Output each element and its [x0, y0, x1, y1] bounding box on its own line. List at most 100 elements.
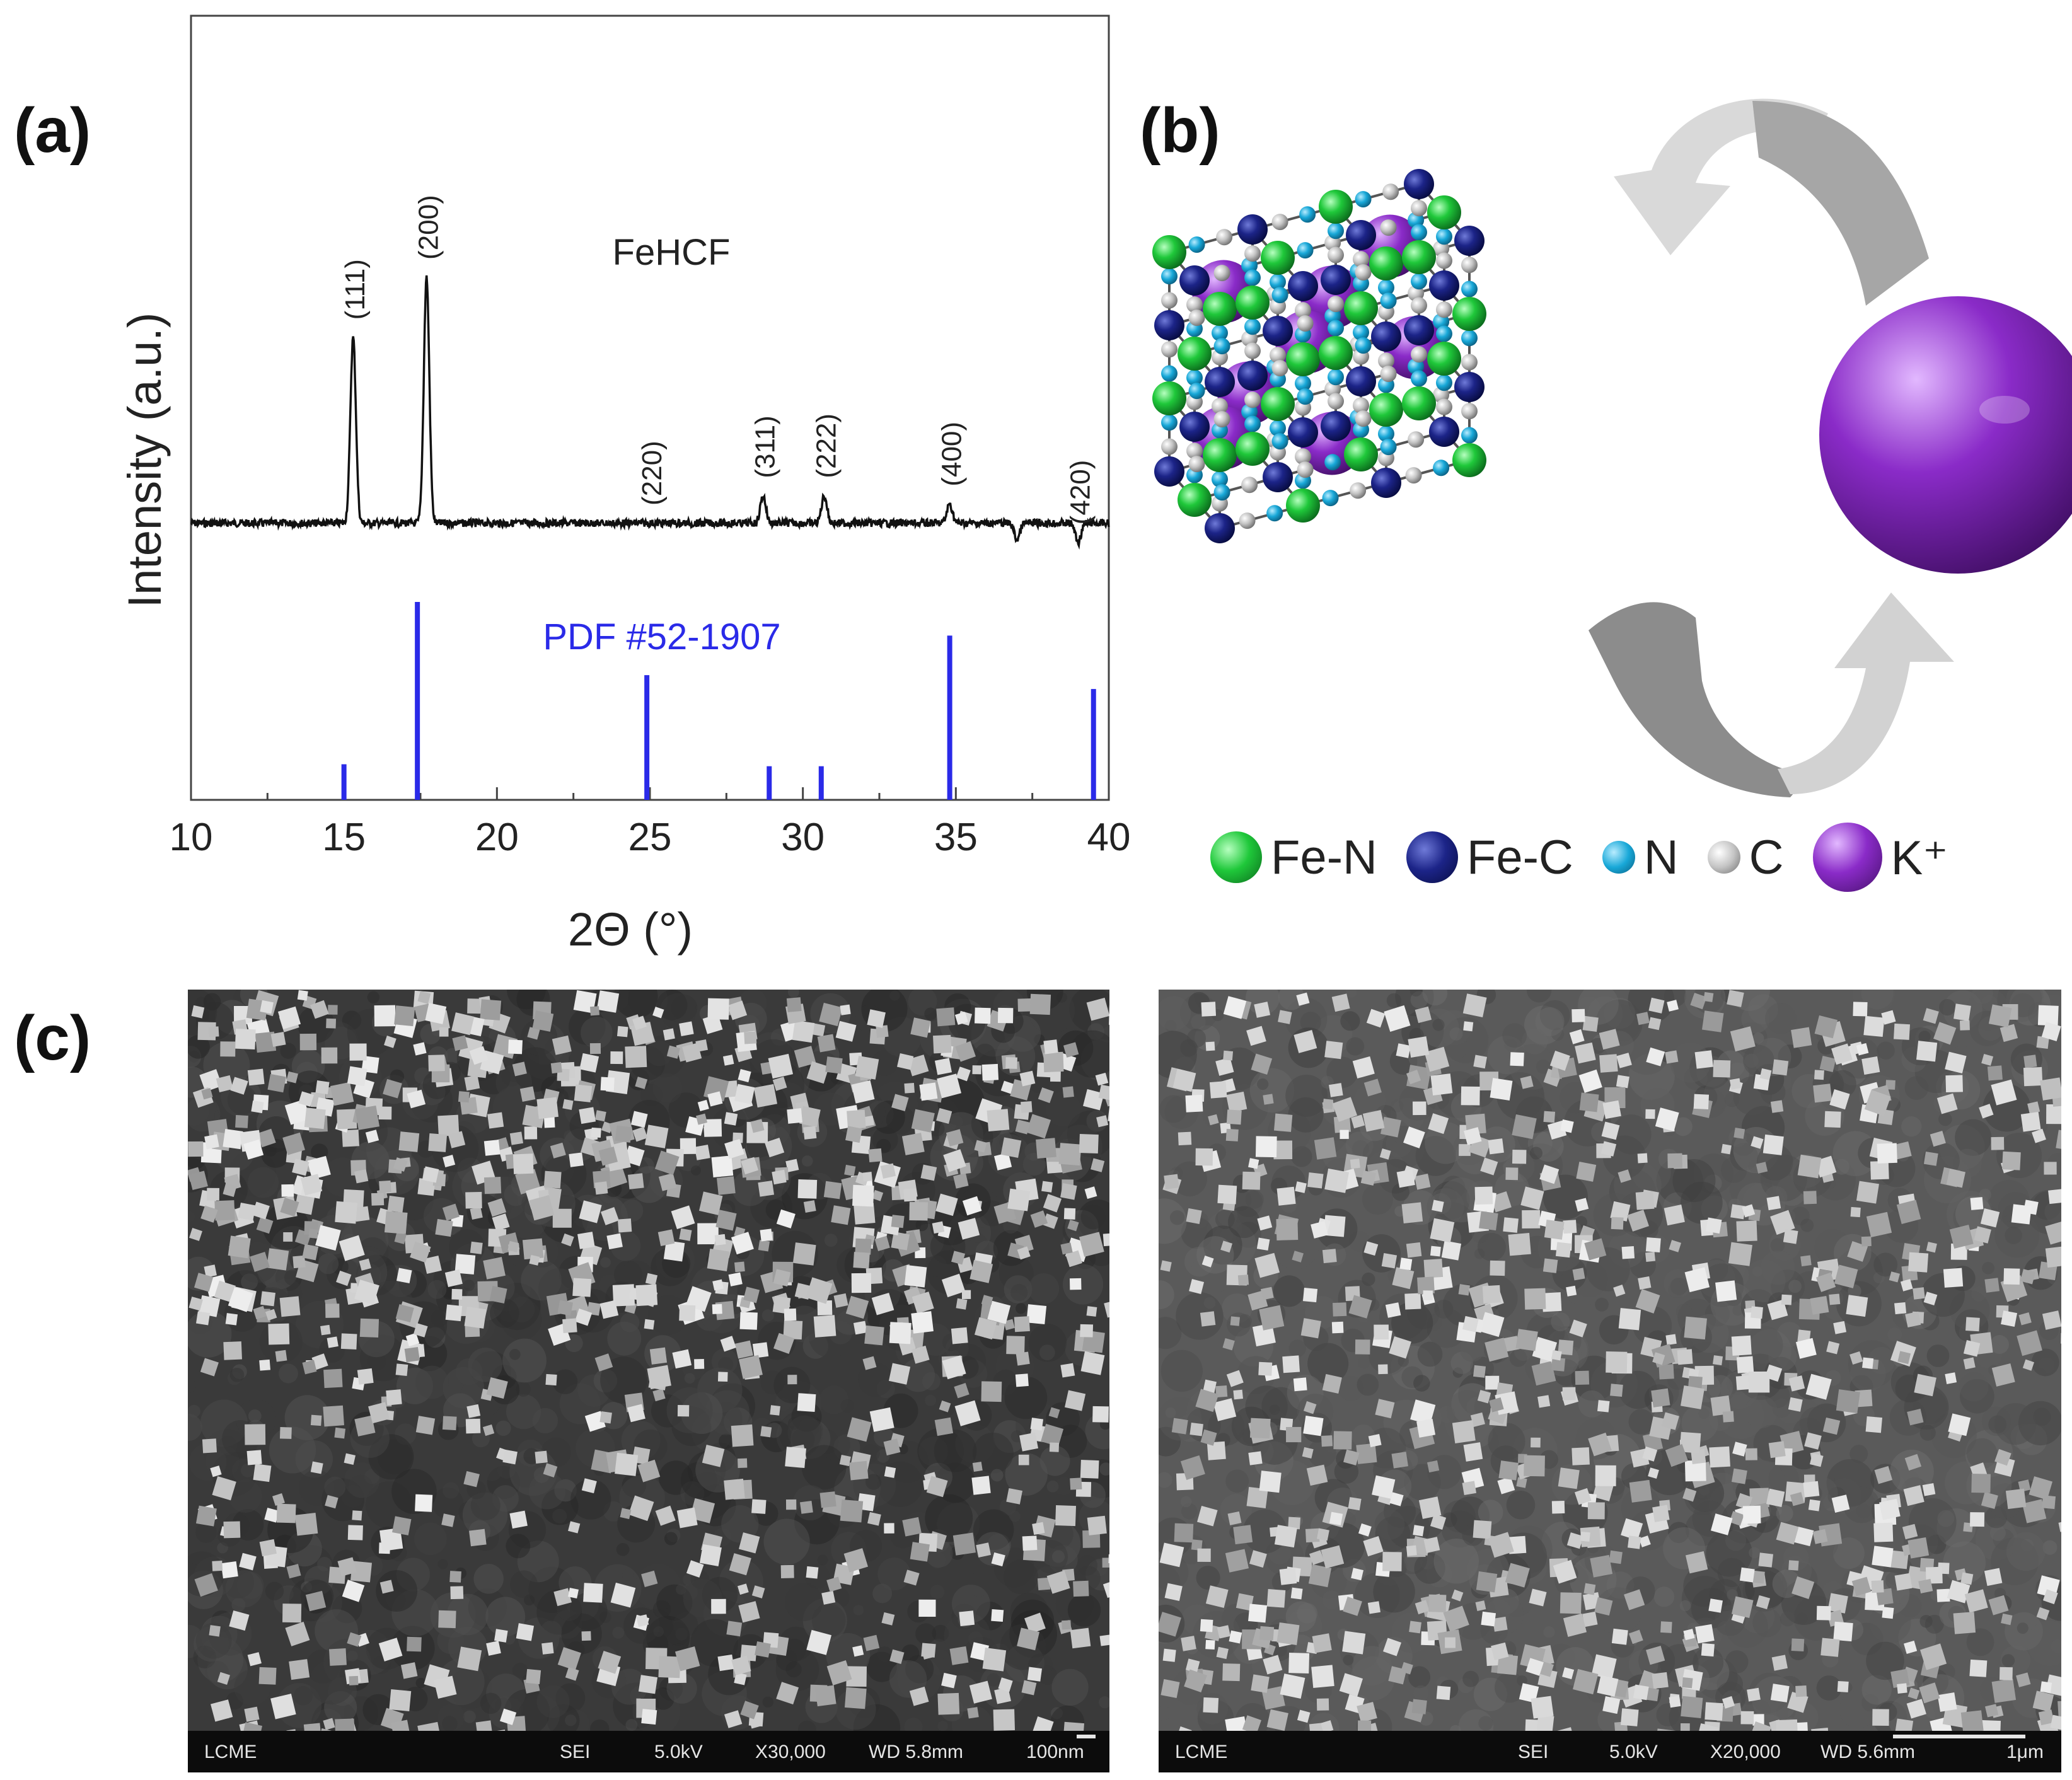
sem-cube — [1209, 1081, 1227, 1099]
sem-cube — [1594, 1597, 1613, 1616]
sem-cube — [972, 1462, 983, 1472]
sem-cube — [617, 1218, 632, 1233]
sem-voltage: 5.0kV — [1609, 1742, 1658, 1762]
sem-cube — [1750, 1721, 1771, 1731]
sem-cube — [1684, 1267, 1710, 1293]
sem-cube — [1396, 1169, 1415, 1188]
sem-cube — [483, 1177, 502, 1194]
sem-cube — [743, 1286, 760, 1303]
sem-cube — [2027, 1101, 2040, 1114]
sem-grain — [188, 1211, 195, 1222]
sem-cube — [415, 1494, 433, 1512]
sem-cube — [1259, 1471, 1282, 1493]
sem-cube — [464, 1306, 487, 1329]
sem-cube — [235, 1114, 248, 1128]
sem-cube — [1086, 997, 1109, 1021]
sem-cube — [1599, 1054, 1618, 1073]
sem-cube — [1436, 1685, 1451, 1701]
atom — [1239, 512, 1256, 529]
sem-cube — [1531, 1696, 1554, 1719]
sem-cube — [1539, 1164, 1560, 1184]
sem-cube — [1587, 1502, 1605, 1520]
sem-cube — [259, 1539, 277, 1557]
sem-cube — [1919, 1682, 1940, 1704]
sem-cube — [694, 1145, 710, 1160]
sem-cube — [1352, 1056, 1375, 1079]
sem-cube — [383, 1078, 402, 1099]
sem-cube — [354, 1169, 369, 1184]
sem-cube — [1248, 1158, 1259, 1169]
fe-n-atom — [1152, 381, 1186, 415]
atom — [1271, 214, 1288, 231]
sem-cube — [1062, 1620, 1072, 1630]
sem-grain — [684, 1373, 695, 1384]
sem-cube — [1721, 1143, 1732, 1155]
sem-grain — [1832, 1537, 1865, 1569]
sem-grain — [1926, 1344, 1950, 1367]
sem-grain — [1780, 1611, 1795, 1627]
sem-cube — [302, 1360, 317, 1375]
sem-cube — [1815, 1272, 1836, 1292]
sem-cube — [1043, 1039, 1058, 1055]
sem-grain — [871, 1049, 898, 1077]
sem-cube — [1098, 1084, 1109, 1101]
atom — [1382, 183, 1399, 200]
sem-scale-bar — [1077, 1735, 1096, 1738]
sem-cube — [1574, 1488, 1592, 1505]
sem-cube — [1833, 1321, 1847, 1334]
sem-cube — [1970, 1512, 1985, 1527]
sem-cube — [1385, 1302, 1401, 1318]
sem-cube — [428, 1133, 448, 1152]
sem-cube — [1430, 1073, 1453, 1095]
sem-cube — [751, 1585, 765, 1598]
atom — [1378, 352, 1394, 369]
sem-cube — [2023, 1055, 2037, 1068]
sem-grain — [1068, 1030, 1109, 1078]
sem-cube — [1102, 1558, 1109, 1568]
sem-cube — [216, 1075, 233, 1093]
sem-cube — [1629, 1629, 1643, 1644]
sem-cube — [1408, 1036, 1430, 1058]
sem-cube — [1083, 1089, 1104, 1111]
sem-cube — [349, 1043, 367, 1061]
sem-cube — [509, 1131, 524, 1145]
sem-grain — [1432, 1019, 1445, 1031]
sem-cube — [1176, 1726, 1192, 1731]
sem-cube — [1222, 1663, 1241, 1682]
atom — [1295, 302, 1311, 319]
sem-cube — [272, 1493, 285, 1506]
sem-grain — [2031, 1348, 2059, 1377]
sem-cube — [1246, 1026, 1266, 1046]
sem-cube — [717, 1372, 728, 1382]
sem-cube — [666, 1045, 680, 1059]
sem-grain — [480, 1692, 502, 1714]
sem-cube — [636, 1614, 649, 1627]
sem-cube — [1508, 1233, 1531, 1256]
sem-cube — [1404, 1293, 1421, 1310]
sem-cube — [744, 1031, 757, 1044]
sem-cube — [1259, 1305, 1285, 1331]
sem-cube — [1748, 1371, 1770, 1393]
sem-cube — [1979, 1104, 1994, 1119]
sem-cube — [941, 1672, 957, 1689]
sem-grain — [784, 1583, 823, 1621]
sem-grain — [1010, 1430, 1023, 1443]
sem-cube — [1375, 1399, 1395, 1419]
sem-cube — [1477, 1390, 1491, 1404]
atom — [1244, 245, 1261, 262]
sem-grain — [1046, 1480, 1059, 1493]
sem-grain — [1297, 1603, 1318, 1624]
sem-grain — [446, 1593, 489, 1636]
sem-cube — [354, 1206, 370, 1222]
atom — [1353, 251, 1369, 268]
atom — [1355, 337, 1372, 354]
sem-grain — [761, 1309, 775, 1322]
sem-cube — [2048, 1189, 2061, 1205]
sem-cube — [342, 1130, 359, 1147]
sem-cube — [1894, 1023, 1910, 1040]
sem-cube — [1171, 1418, 1188, 1435]
sem-cube — [785, 1499, 797, 1510]
sem-cube — [374, 1005, 396, 1027]
sem-cube — [1276, 1622, 1300, 1645]
sem-cube — [204, 1134, 219, 1150]
